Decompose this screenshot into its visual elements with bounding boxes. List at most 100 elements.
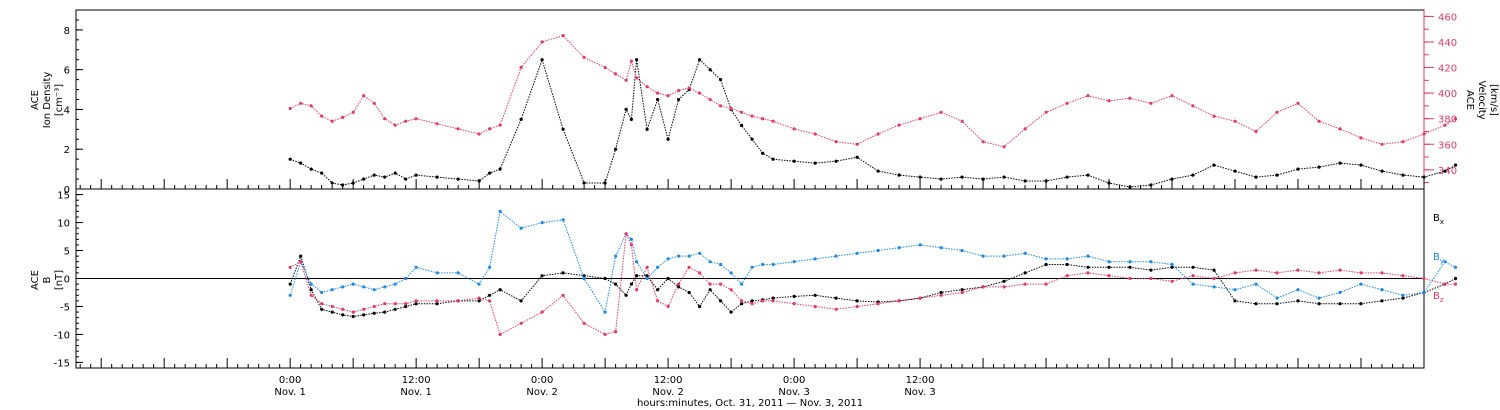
velocity-series-point [981, 140, 985, 144]
velocity-series-point [677, 88, 681, 93]
bz-series-point [666, 304, 670, 309]
density-axis-title-line1: ACE [30, 90, 41, 110]
b-axis-ticks: -15 -10 -5 0 5 10 15 [54, 191, 83, 369]
by-series-point [1191, 282, 1195, 286]
by-series-point [1044, 257, 1048, 261]
by-series-point [897, 246, 901, 250]
bx-series-point [309, 288, 313, 292]
bz-series-point [834, 307, 838, 311]
by-series-point [330, 288, 334, 292]
bz-series-point [771, 299, 775, 303]
velocity-series-point [362, 94, 366, 98]
bz-series-point [981, 285, 985, 289]
bx-series-point [1296, 299, 1300, 303]
bx-series-point [1128, 265, 1132, 269]
bx-series-point [1065, 262, 1069, 267]
velocity-series-point [698, 91, 702, 95]
b-axis-title-line3: [nT] [54, 270, 65, 290]
bx-series-point [740, 302, 744, 306]
density-velocity-panel: 0 2 4 6 8 340 360 380 400 420 440 460 ACE Ion Dens… [30, 9, 1499, 196]
bx-series-point [1380, 299, 1384, 303]
by-series-point [687, 254, 691, 258]
by-series-point [834, 254, 838, 258]
by-series-point [656, 265, 660, 269]
bz-series-point [708, 282, 712, 286]
by-series-point [918, 243, 922, 247]
bx-series-point [960, 288, 964, 292]
time-tick-label: 12:00 [906, 375, 935, 386]
bz-series-point [1065, 274, 1069, 278]
by-series-point [719, 262, 723, 267]
bx-series-point [855, 299, 859, 303]
bx-series-point [677, 285, 681, 289]
density-series-point [656, 97, 660, 102]
density-series-point [1065, 175, 1069, 179]
bz-series-point [1212, 276, 1216, 281]
bz-series-point [519, 321, 523, 325]
density-series-point [362, 177, 366, 181]
density-series-point [666, 137, 670, 141]
by-series-point [351, 282, 355, 286]
b-tick-label: 5 [64, 247, 70, 258]
density-series-point [918, 175, 922, 179]
date-tick-label: Nov. 1 [274, 387, 305, 398]
velocity-series-point [1023, 127, 1027, 131]
b-tick-label: -10 [54, 330, 70, 341]
density-series-point [1233, 169, 1237, 173]
bx-series-point [1191, 265, 1195, 269]
by-series-point [635, 260, 639, 264]
density-tick-label: 0 [64, 185, 70, 196]
velocity-series-point [477, 132, 481, 136]
bz-series-point [1254, 268, 1258, 272]
by-series-point [488, 265, 492, 269]
velocity-tick-label: 360 [1438, 140, 1457, 151]
by-series-point [960, 248, 964, 253]
b-tick-label: -15 [54, 358, 70, 369]
bz-series-point [1149, 276, 1153, 281]
velocity-series-point [666, 94, 670, 98]
velocity-series-point [1380, 142, 1384, 146]
bx-series-point [792, 294, 796, 298]
by-series-point [677, 254, 681, 258]
velocity-series-point [1170, 94, 1174, 98]
by-series-point [698, 251, 702, 255]
bx-series-point [614, 282, 618, 286]
bx-series-point [771, 296, 775, 300]
velocity-series-point [1149, 101, 1153, 105]
velocity-series-point [561, 34, 565, 38]
by-series-point [1065, 257, 1069, 261]
by-series-point [740, 282, 744, 286]
by-series-point [614, 254, 618, 258]
bz-series-point [960, 290, 964, 295]
bx-series-point [1317, 302, 1321, 306]
bx-series-point [561, 271, 565, 275]
bx-series-point [729, 310, 733, 314]
by-series-point [288, 293, 292, 297]
velocity-series-point [876, 132, 880, 136]
density-axis-ticks: 0 2 4 6 8 [64, 9, 83, 196]
legend-subscript: y [1440, 257, 1444, 265]
bz-series-point [624, 232, 628, 236]
density-series-point [498, 167, 502, 171]
velocity-series-point [1128, 96, 1132, 100]
bz-series-point [1191, 274, 1195, 278]
bx-series-point [320, 307, 324, 311]
velocity-series-point [372, 101, 376, 105]
velocity-series-point [309, 104, 313, 108]
bottom-series-group [288, 209, 1458, 336]
density-series-point [1002, 175, 1006, 179]
density-series-point [383, 175, 387, 179]
b-tick-label: -5 [60, 302, 70, 313]
by-series-point [1212, 285, 1216, 289]
by-series-point [1128, 260, 1132, 264]
velocity-series-point [393, 123, 397, 127]
by-series-point [1380, 288, 1384, 292]
density-axis-title-line3: [cm⁻³] [54, 84, 65, 116]
velocity-series-point [635, 76, 639, 80]
bz-series-point [1275, 271, 1279, 275]
velocity-series-point [729, 106, 733, 111]
density-series-point [761, 151, 765, 155]
